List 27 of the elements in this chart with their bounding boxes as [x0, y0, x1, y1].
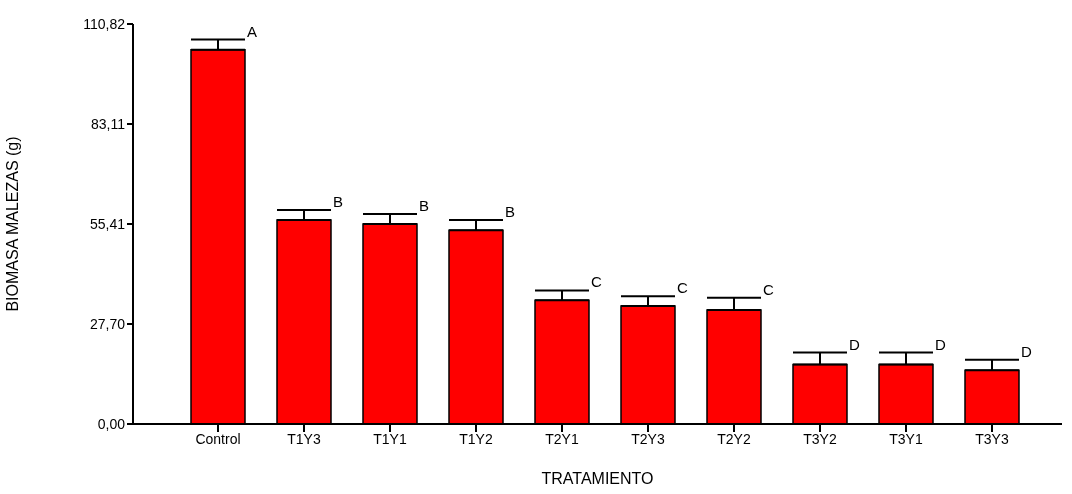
annotation: D [1021, 342, 1032, 360]
annotation: B [419, 196, 430, 214]
y-tick-label: 27,70 [89, 315, 126, 332]
annotation: D [849, 335, 860, 353]
x-tick-label: T2Y1 [545, 430, 579, 447]
y-axis-title: BIOMASA MALEZAS (g) [3, 136, 21, 312]
annotation: C [763, 280, 774, 298]
y-tick-label: 110,82 [83, 15, 126, 32]
x-tick-label: Control [195, 430, 241, 447]
y-tick-label: 83,11 [91, 115, 126, 132]
y-tick-label: 0,00 [97, 415, 126, 432]
y-tick-label: 55,41 [89, 215, 126, 232]
x-tick-label: T3Y3 [975, 430, 1009, 447]
x-tick-label: T3Y2 [803, 430, 837, 447]
x-tick-label: T1Y3 [287, 430, 321, 447]
annotation: C [677, 279, 688, 297]
annotation: B [333, 192, 344, 210]
x-tick-label: T1Y2 [459, 430, 493, 447]
annotation: A [247, 22, 258, 40]
annotation: D [935, 335, 946, 353]
x-tick-label: T1Y1 [373, 430, 407, 447]
x-tick-label: T2Y3 [631, 430, 665, 447]
annotation: C [591, 273, 602, 291]
x-tick-label: T2Y2 [717, 430, 751, 447]
annotation: B [505, 203, 516, 221]
x-axis-title: TRATAMIENTO [541, 470, 654, 487]
x-tick-label: T3Y1 [889, 430, 923, 447]
